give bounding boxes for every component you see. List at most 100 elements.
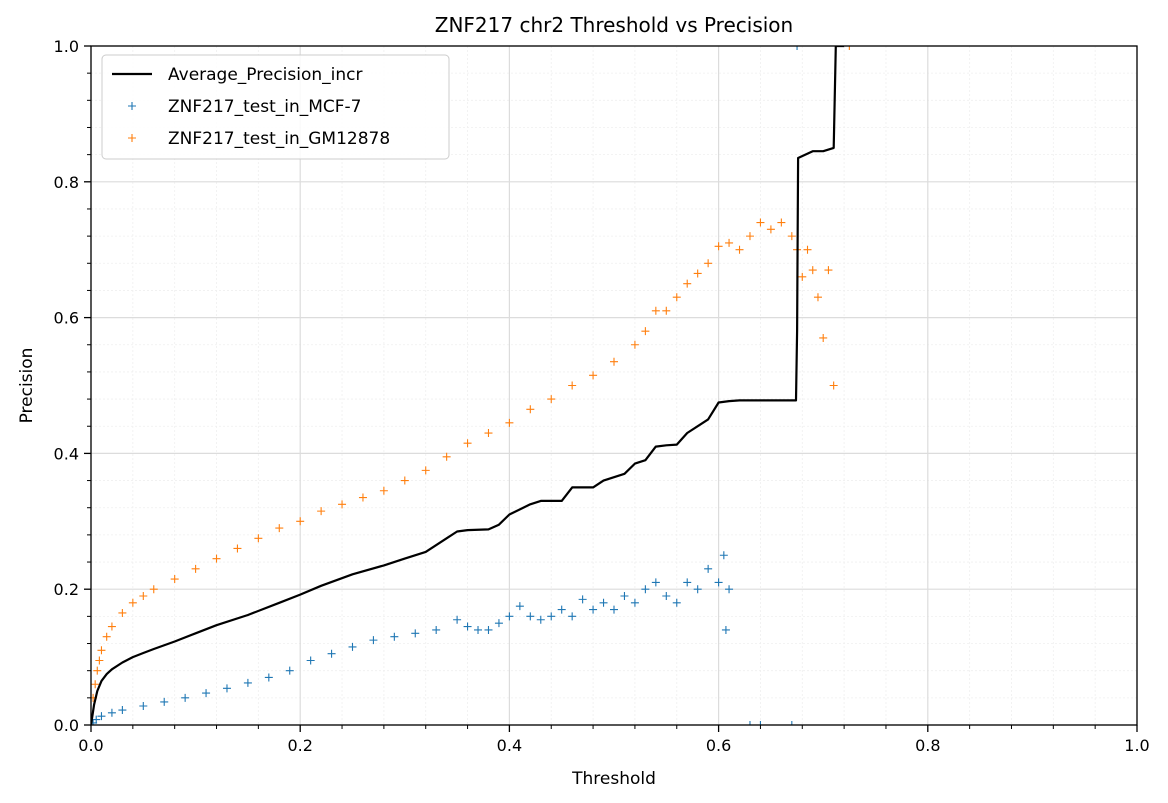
data-point <box>432 625 441 634</box>
data-point <box>719 551 728 560</box>
data-point <box>93 666 102 675</box>
data-point <box>92 715 101 724</box>
data-point <box>756 218 765 227</box>
data-point <box>651 578 660 587</box>
data-point <box>139 591 148 600</box>
data-point <box>819 333 828 342</box>
data-point <box>379 486 388 495</box>
x-tick-label: 0.6 <box>706 736 731 755</box>
data-point <box>243 678 252 687</box>
legend: Average_Precision_incr ZNF217_test_in_MCF… <box>101 54 450 160</box>
y-tick-label: 0.2 <box>54 580 79 599</box>
data-point <box>97 712 106 721</box>
data-point <box>662 591 671 600</box>
data-point <box>766 225 775 234</box>
x-tick-label: 0.4 <box>497 736 522 755</box>
data-point <box>442 452 451 461</box>
legend-marker-swatch <box>128 134 136 142</box>
data-point <box>672 598 681 607</box>
data-point <box>484 429 493 438</box>
data-point <box>338 500 347 509</box>
data-point <box>599 598 608 607</box>
data-point <box>547 612 556 621</box>
data-point <box>829 381 838 390</box>
legend-label: ZNF217_test_in_MCF-7 <box>168 97 362 117</box>
data-point <box>390 632 399 641</box>
y-axis-label: Precision <box>17 348 37 424</box>
data-point <box>306 656 315 665</box>
x-tick-label: 1.0 <box>1124 736 1149 755</box>
data-point <box>400 476 409 485</box>
data-point <box>662 306 671 315</box>
y-tick-label: 0.8 <box>54 173 79 192</box>
legend-item: ZNF217_test_in_GM12878 <box>128 129 390 149</box>
data-point <box>285 666 294 675</box>
data-point <box>845 46 854 50</box>
data-point <box>683 279 692 288</box>
data-point <box>95 656 104 665</box>
data-point <box>505 612 514 621</box>
data-point <box>107 622 116 631</box>
x-tick-label: 0.0 <box>78 736 103 755</box>
series-layer <box>91 46 854 725</box>
data-point <box>787 721 796 725</box>
y-tick-label: 0.6 <box>54 309 79 328</box>
x-tick-label: 0.8 <box>915 736 940 755</box>
x-tick-label: 0.2 <box>287 736 312 755</box>
data-point <box>745 232 754 241</box>
data-point <box>557 605 566 614</box>
data-point <box>787 232 796 241</box>
plot-frame <box>90 45 1138 726</box>
data-point <box>793 46 802 50</box>
data-point <box>725 238 734 247</box>
data-point <box>714 242 723 251</box>
data-point <box>704 259 713 268</box>
series-line <box>91 46 845 725</box>
data-point <box>515 602 524 611</box>
data-point <box>463 622 472 631</box>
data-point <box>296 517 305 526</box>
legend-marker-swatch <box>128 102 136 110</box>
data-point <box>358 493 367 502</box>
data-point <box>149 585 158 594</box>
data-point <box>526 405 535 414</box>
data-point <box>641 327 650 336</box>
data-point <box>813 293 822 302</box>
data-point <box>798 272 807 281</box>
data-point <box>202 689 211 698</box>
x-axis-label: Threshold <box>571 769 656 789</box>
legend-box <box>101 54 450 160</box>
data-point <box>620 591 629 600</box>
data-point <box>704 564 713 573</box>
chart-title: ZNF217 chr2 Threshold vs Precision <box>435 13 793 37</box>
data-point <box>118 706 127 715</box>
data-point <box>610 605 618 614</box>
data-point <box>474 625 483 634</box>
data-point <box>745 721 754 725</box>
data-point <box>526 612 535 621</box>
y-tick-label: 0.0 <box>54 716 79 735</box>
data-point <box>777 218 786 227</box>
data-point <box>170 575 179 584</box>
series-ZNF217_test_in_GM12878 <box>91 46 854 702</box>
data-point <box>421 466 430 475</box>
data-point <box>128 598 137 607</box>
data-point <box>568 381 577 390</box>
data-point <box>808 266 817 275</box>
data-point <box>494 619 503 628</box>
data-point <box>160 697 169 706</box>
data-point <box>317 507 326 516</box>
data-point <box>264 673 273 682</box>
data-point <box>803 245 812 254</box>
data-point <box>348 642 357 651</box>
data-point <box>630 340 639 349</box>
data-point <box>181 693 190 702</box>
data-point <box>463 439 472 448</box>
data-point <box>233 544 242 553</box>
data-point <box>714 578 723 587</box>
data-point <box>91 680 100 689</box>
data-point <box>254 534 263 543</box>
data-point <box>683 578 692 587</box>
data-point <box>641 585 650 594</box>
data-point <box>369 636 378 645</box>
